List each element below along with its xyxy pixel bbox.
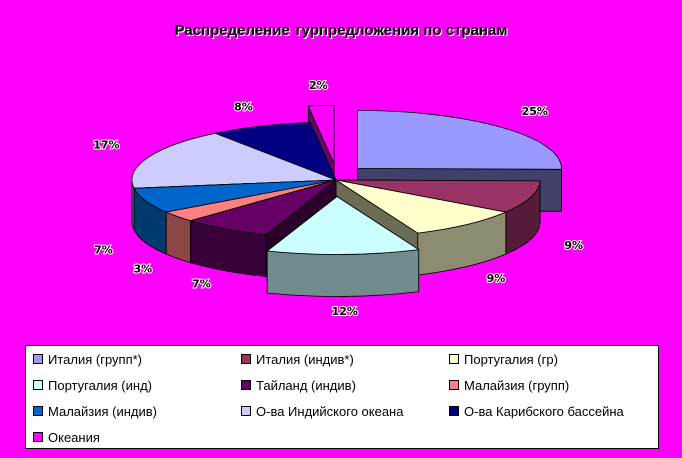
legend-label: О-ва Индийского океана — [256, 403, 404, 419]
legend-label: О-ва Карибского бассейна — [464, 403, 624, 419]
legend-swatch — [33, 406, 43, 416]
pie-label-6: 7% — [94, 243, 113, 256]
legend-item: Малайзия (индив) — [33, 398, 157, 424]
legend-item: Тайланд (индив) — [241, 372, 356, 398]
legend-swatch — [449, 380, 459, 390]
legend-label: Малайзия (групп) — [464, 377, 570, 393]
legend-item: Италия (индив*) — [241, 346, 354, 372]
legend-label: Италия (индив*) — [256, 351, 354, 367]
pie-label-8: 8% — [234, 100, 253, 113]
legend: Италия (групп*) Италия (индив*) Португалия… — [25, 345, 659, 449]
pie-label-3: 12% — [332, 305, 358, 318]
legend-swatch — [33, 380, 43, 390]
legend-item: О-ва Карибского бассейна — [449, 398, 624, 424]
legend-label: Океания — [48, 429, 100, 445]
legend-item: Италия (групп*) — [33, 346, 142, 372]
legend-item: Малайзия (групп) — [449, 372, 569, 398]
legend-item: Океания — [33, 424, 100, 450]
chart-title: Распределение турпредложения по странам — [174, 22, 508, 39]
pie-label-1: 9% — [564, 239, 583, 252]
pie-chart: 25% 9% 9% 12% 7% 3% 7% 17% 8% 2% — [92, 78, 584, 319]
pie-label-2: 9% — [487, 272, 506, 285]
pie-label-0: 25% — [522, 105, 548, 118]
legend-label: Малайзия (индив) — [48, 403, 158, 419]
legend-item: Португалия (гр) — [449, 346, 558, 372]
pie-slice-3 — [266, 195, 420, 297]
legend-swatch — [449, 406, 459, 416]
legend-swatch — [33, 354, 43, 364]
legend-label: Португалия (гр) — [464, 351, 558, 367]
pie-label-5: 3% — [133, 263, 152, 276]
legend-swatch — [241, 380, 251, 390]
legend-label: Португалия (инд) — [48, 377, 152, 393]
legend-swatch — [33, 432, 43, 442]
pie-label-4: 7% — [192, 278, 211, 291]
legend-item: О-ва Индийского океана — [241, 398, 403, 424]
pie-label-7: 17% — [93, 139, 119, 152]
pie-label-9: 2% — [309, 79, 328, 92]
legend-swatch — [241, 354, 251, 364]
legend-label: Тайланд (индив) — [256, 377, 356, 393]
legend-item: Португалия (инд) — [33, 372, 152, 398]
legend-label: Италия (групп*) — [48, 351, 143, 367]
pie-slice-4 — [189, 179, 337, 278]
legend-swatch — [241, 406, 251, 416]
legend-swatch — [449, 354, 459, 364]
